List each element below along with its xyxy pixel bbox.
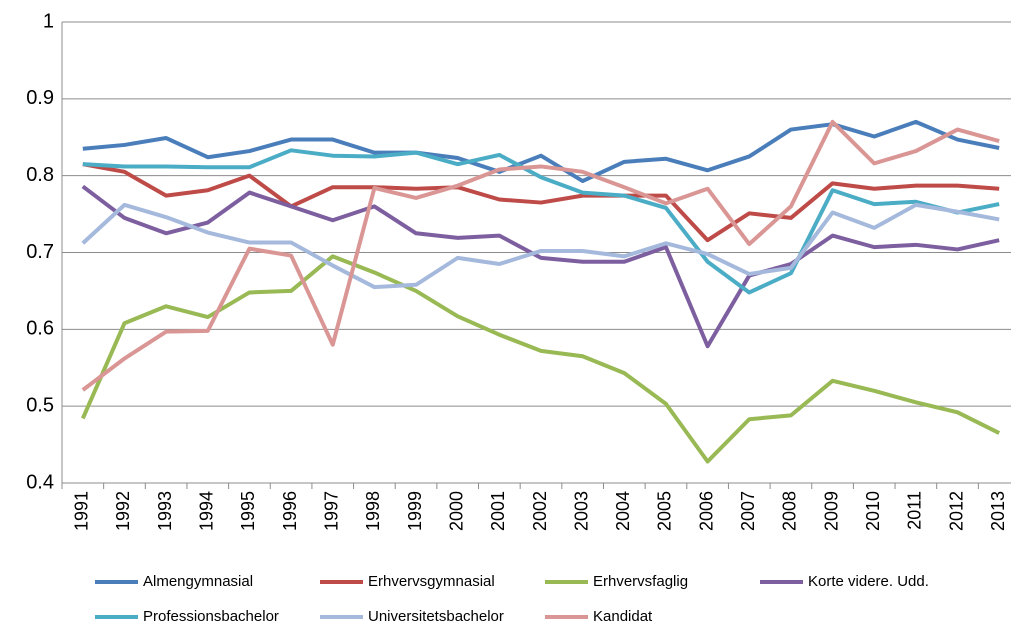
series-line xyxy=(81,119,1000,392)
x-tick-label: 2007 xyxy=(738,491,758,531)
series-line xyxy=(82,148,1000,295)
y-tick-label: 0.9 xyxy=(26,87,54,109)
y-tick-label: 1 xyxy=(43,10,54,32)
x-tick-label: 2013 xyxy=(988,491,1008,531)
series-line xyxy=(82,119,1000,184)
legend-label: Erhvervsgymnasial xyxy=(368,573,495,590)
x-tick-label: 2001 xyxy=(488,491,508,531)
series-line xyxy=(80,254,1001,464)
legend-label: Almengymnasial xyxy=(143,573,253,590)
series-line xyxy=(81,184,1000,349)
y-tick-label: 0.6 xyxy=(26,318,54,340)
x-tick-label: 2000 xyxy=(446,491,466,531)
y-tick-label: 0.8 xyxy=(26,164,54,186)
x-tick-label: 1999 xyxy=(405,491,425,531)
y-tick-label: 0.4 xyxy=(26,471,54,493)
x-tick-label: 1991 xyxy=(72,491,92,531)
x-tick-label: 2003 xyxy=(571,491,591,531)
x-tick-label: 2002 xyxy=(530,491,550,531)
legend-label: Universitetsbachelor xyxy=(368,608,504,625)
y-tick-label: 0.5 xyxy=(26,394,54,416)
legend-label: Korte videre. Udd. xyxy=(808,573,929,590)
x-tick-label: 1996 xyxy=(280,491,300,531)
legend-label: Erhvervsfaglig xyxy=(593,573,688,590)
legend-label: Kandidat xyxy=(593,608,653,625)
x-tick-label: 1994 xyxy=(197,491,217,531)
x-tick-label: 2004 xyxy=(613,491,633,531)
x-tick-label: 2011 xyxy=(905,491,925,530)
x-tick-label: 1993 xyxy=(155,491,175,531)
y-tick-label: 0.7 xyxy=(26,241,54,263)
x-tick-label: 1995 xyxy=(238,491,258,531)
x-tick-label: 1992 xyxy=(113,491,133,531)
x-tick-label: 2005 xyxy=(655,491,675,531)
x-tick-label: 2012 xyxy=(946,491,966,531)
x-tick-label: 2008 xyxy=(780,491,800,531)
series-line xyxy=(81,202,1000,290)
legend-label: Professionsbachelor xyxy=(143,608,279,625)
series-line xyxy=(82,162,1000,243)
x-tick-label: 2009 xyxy=(821,491,841,531)
x-tick-label: 2010 xyxy=(863,491,883,531)
x-tick-label: 2006 xyxy=(696,491,716,531)
x-tick-label: 1997 xyxy=(321,491,341,531)
x-tick-label: 1998 xyxy=(363,491,383,531)
